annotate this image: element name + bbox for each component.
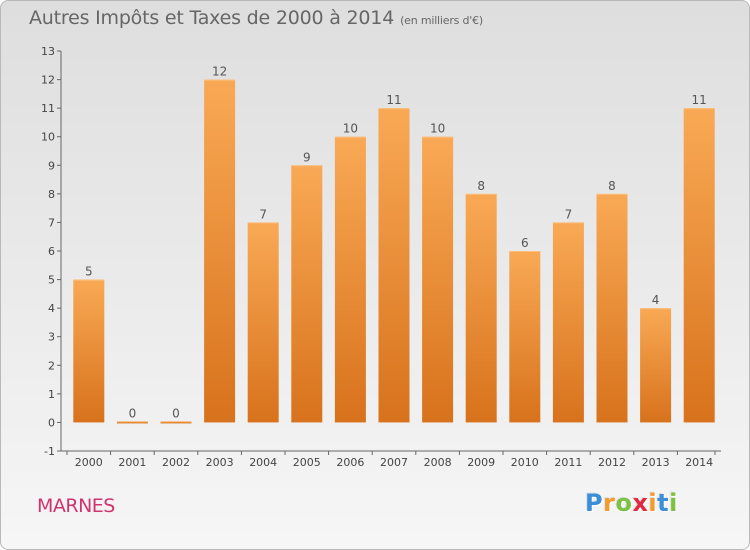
bar — [247, 222, 279, 423]
bar — [640, 308, 672, 423]
logo-letter: t — [657, 489, 670, 517]
y-tick-label: 7 — [48, 216, 55, 229]
data-label: 0 — [172, 406, 180, 420]
y-tick-label: 2 — [48, 359, 55, 372]
x-tick-label: 2011 — [554, 456, 582, 469]
logo-letter: r — [603, 489, 616, 517]
commune-name: MARNES — [37, 495, 115, 517]
x-tick-label: 2013 — [642, 456, 670, 469]
chart-title: Autres Impôts et Taxes de 2000 à 2014 (en… — [29, 7, 483, 29]
y-tick-label: 9 — [48, 159, 55, 172]
x-tick-label: 2014 — [685, 456, 713, 469]
y-tick-label: 12 — [41, 74, 55, 87]
x-tick-label: 2003 — [206, 456, 234, 469]
data-label: 8 — [477, 179, 485, 193]
proxiti-logo: Proxiti — [585, 489, 678, 517]
bar — [422, 136, 454, 423]
y-tick-label: 13 — [41, 45, 55, 58]
y-tick-label: 8 — [48, 188, 55, 201]
data-label: 7 — [259, 207, 267, 221]
data-label: 10 — [430, 122, 445, 136]
y-tick-label: 4 — [48, 302, 55, 315]
data-label: 5 — [85, 265, 93, 279]
bar — [683, 108, 715, 423]
data-label: 11 — [692, 93, 707, 107]
bar — [465, 193, 497, 423]
data-label: 9 — [303, 150, 311, 164]
bar — [596, 193, 628, 423]
y-tick-label: 3 — [48, 331, 55, 344]
x-tick-label: 2005 — [293, 456, 321, 469]
data-label: 0 — [129, 406, 137, 420]
y-tick-label: 5 — [48, 274, 55, 287]
x-tick-label: 2000 — [75, 456, 103, 469]
y-tick-label: 1 — [48, 388, 55, 401]
y-tick-label: 11 — [41, 102, 55, 115]
bar — [204, 79, 236, 423]
chart-title-text: Autres Impôts et Taxes de 2000 à 2014 — [29, 7, 395, 29]
x-tick-label: 2007 — [380, 456, 408, 469]
bar — [160, 421, 192, 424]
bar — [552, 222, 584, 423]
bar — [73, 279, 105, 423]
x-tick-label: 2006 — [336, 456, 364, 469]
data-label: 10 — [343, 122, 358, 136]
logo-letter: x — [632, 489, 649, 517]
y-tick-label: 0 — [48, 416, 55, 429]
data-label: 8 — [608, 179, 616, 193]
y-tick-label: 6 — [48, 245, 55, 258]
x-tick-label: 2001 — [118, 456, 146, 469]
bar — [116, 421, 148, 424]
y-tick-label: -1 — [44, 445, 55, 458]
x-tick-label: 2004 — [249, 456, 277, 469]
data-label: 4 — [652, 293, 660, 307]
bar — [509, 251, 541, 423]
data-label: 7 — [565, 207, 573, 221]
logo-letter: i — [648, 489, 658, 517]
bar — [378, 108, 410, 423]
bar — [291, 165, 323, 423]
logo-letter: P — [585, 489, 604, 517]
data-label: 11 — [386, 93, 401, 107]
x-tick-label: 2012 — [598, 456, 626, 469]
data-label: 6 — [521, 236, 529, 250]
x-tick-label: 2008 — [424, 456, 452, 469]
y-tick-label: 10 — [41, 131, 55, 144]
x-tick-label: 2010 — [511, 456, 539, 469]
data-label: 12 — [212, 65, 227, 79]
logo-letter: o — [615, 489, 633, 517]
x-tick-label: 2002 — [162, 456, 190, 469]
chart-subtitle: (en milliers d'€) — [400, 14, 483, 27]
logo-letter: i — [669, 489, 678, 517]
x-tick-label: 2009 — [467, 456, 495, 469]
bar — [334, 136, 366, 423]
